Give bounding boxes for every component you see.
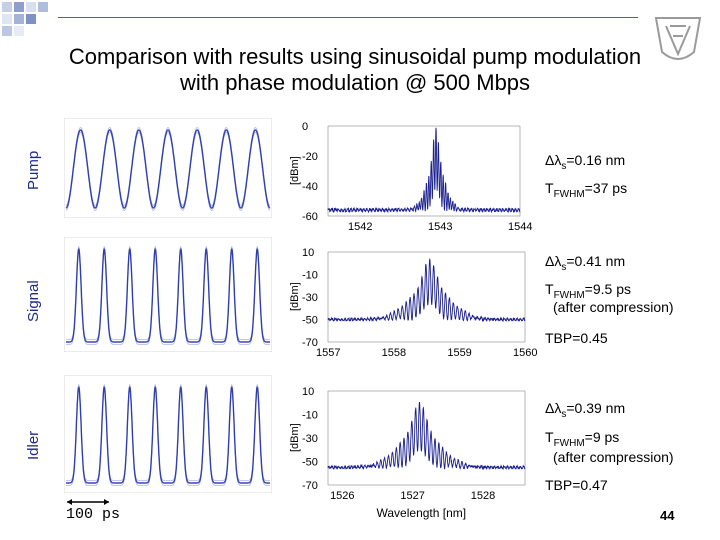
signal-t-sub: FWHM (553, 289, 585, 301)
y-axis-label: [dBm] (289, 423, 301, 452)
oscilloscope-line (66, 386, 270, 484)
idler-tfwhm: TFWHM=9 ps (545, 429, 619, 449)
y-tick-label: 0 (302, 121, 308, 133)
y-tick-label: -50 (302, 315, 318, 327)
idler-delta-prefix: Δλ (545, 400, 562, 416)
y-tick-label: -70 (302, 337, 318, 349)
signal-delta-value: =0.41 nm (566, 253, 626, 269)
y-axis-label: [dBm] (289, 282, 301, 311)
idler-delta-value: =0.39 nm (566, 400, 626, 416)
y-tick-label: -10 (302, 410, 318, 422)
x-tick-label: 1527 (400, 490, 424, 502)
pump-delta-value: =0.16 nm (566, 152, 626, 168)
idler-tbp: TBP=0.47 (545, 477, 608, 493)
page-number: 44 (660, 508, 675, 523)
signal-t-prefix: T (545, 281, 554, 297)
spectrum-line (327, 257, 526, 323)
pump-t-sub: FWHM (553, 188, 585, 200)
idler-spectrum-chart: 10 -10 -30 -50 -70 1526 1527 1528 [dBm] Wavelengt… (289, 386, 526, 520)
x-tick-label: 1526 (330, 490, 354, 502)
plot-frame (327, 125, 521, 217)
row-label-pump: Pump (25, 150, 42, 190)
idler-t-value: =9 ps (584, 429, 620, 445)
signal-tbp: TBP=0.45 (545, 330, 608, 346)
y-tick-label: 10 (302, 386, 314, 398)
decorative-squares-graphic (2, 2, 48, 36)
idler-t-sub: FWHM (553, 437, 585, 449)
row-label-signal: Signal (25, 280, 42, 322)
spectrum-line (327, 127, 521, 214)
signal-compression-note: (after compression) (553, 299, 674, 315)
slide-title: Comparison with results using sinusoidal… (20, 44, 690, 96)
y-tick-label: -60 (302, 211, 318, 223)
y-tick-label: -30 (302, 433, 318, 445)
x-tick-label: 1559 (447, 347, 471, 359)
x-axis-label: Wavelength [nm] (377, 506, 467, 520)
idler-compression-note: (after compression) (553, 449, 674, 465)
pump-t-value: =37 ps (584, 180, 628, 196)
oscilloscope-frame (64, 118, 272, 218)
idler-delta-sub: s (561, 408, 567, 420)
pump-oscilloscope-trace (64, 118, 272, 218)
decorative-line (58, 17, 638, 18)
spectrum-line (327, 401, 526, 471)
oscilloscope-frame (64, 375, 272, 493)
y-tick-label: -40 (302, 181, 318, 193)
x-tick-label: 1542 (348, 221, 372, 233)
y-tick-label: -50 (302, 457, 318, 469)
x-tick-label: 1543 (428, 221, 452, 233)
signal-delta-sub: s (561, 261, 567, 273)
signal-tfwhm: TFWHM=9.5 ps (545, 281, 631, 301)
y-tick-label: 10 (302, 247, 314, 259)
y-axis-label: [dBm] (289, 156, 301, 185)
signal-oscilloscope-trace (64, 237, 272, 352)
oscilloscope-line (66, 248, 270, 343)
pump-delta-sub: s (561, 160, 567, 172)
oscilloscope-line (65, 129, 271, 209)
scale-bar (66, 493, 110, 505)
y-tick-label: -30 (302, 292, 318, 304)
y-tick-label: -20 (302, 151, 318, 163)
row-label-idler: Idler (25, 430, 42, 460)
title-line-2: with phase modulation @ 500 Mbps (179, 70, 531, 95)
x-tick-label: 1557 (316, 347, 340, 359)
y-tick-label: -70 (302, 480, 318, 492)
university-emblem-icon (648, 8, 708, 73)
scale-bar-label: 100 ps (66, 506, 121, 523)
signal-delta-prefix: Δλ (545, 253, 562, 269)
pump-t-prefix: T (545, 180, 554, 196)
pump-tfwhm: TFWHM=37 ps (545, 180, 627, 200)
title-line-1: Comparison with results using sinusoidal… (68, 44, 642, 69)
pump-spectrum-chart: 0 -20 -40 -60 1542 1543 1544 [dBm] (289, 121, 532, 233)
x-tick-label: 1544 (508, 221, 532, 233)
oscilloscope-frame (64, 237, 272, 352)
scale-bar-arrow (67, 499, 109, 505)
idler-oscilloscope-trace (64, 375, 272, 493)
signal-delta-lambda: Δλs=0.41 nm (545, 253, 625, 273)
pump-delta-prefix: Δλ (545, 152, 562, 168)
pump-delta-lambda: Δλs=0.16 nm (545, 152, 625, 172)
x-tick-label: 1528 (471, 490, 495, 502)
decorative-squares (0, 0, 60, 45)
x-tick-label: 1558 (382, 347, 406, 359)
idler-delta-lambda: Δλs=0.39 nm (545, 400, 625, 420)
y-tick-label: -10 (302, 270, 318, 282)
signal-t-value: =9.5 ps (584, 281, 631, 297)
x-tick-label: 1560 (513, 347, 537, 359)
idler-t-prefix: T (545, 429, 554, 445)
